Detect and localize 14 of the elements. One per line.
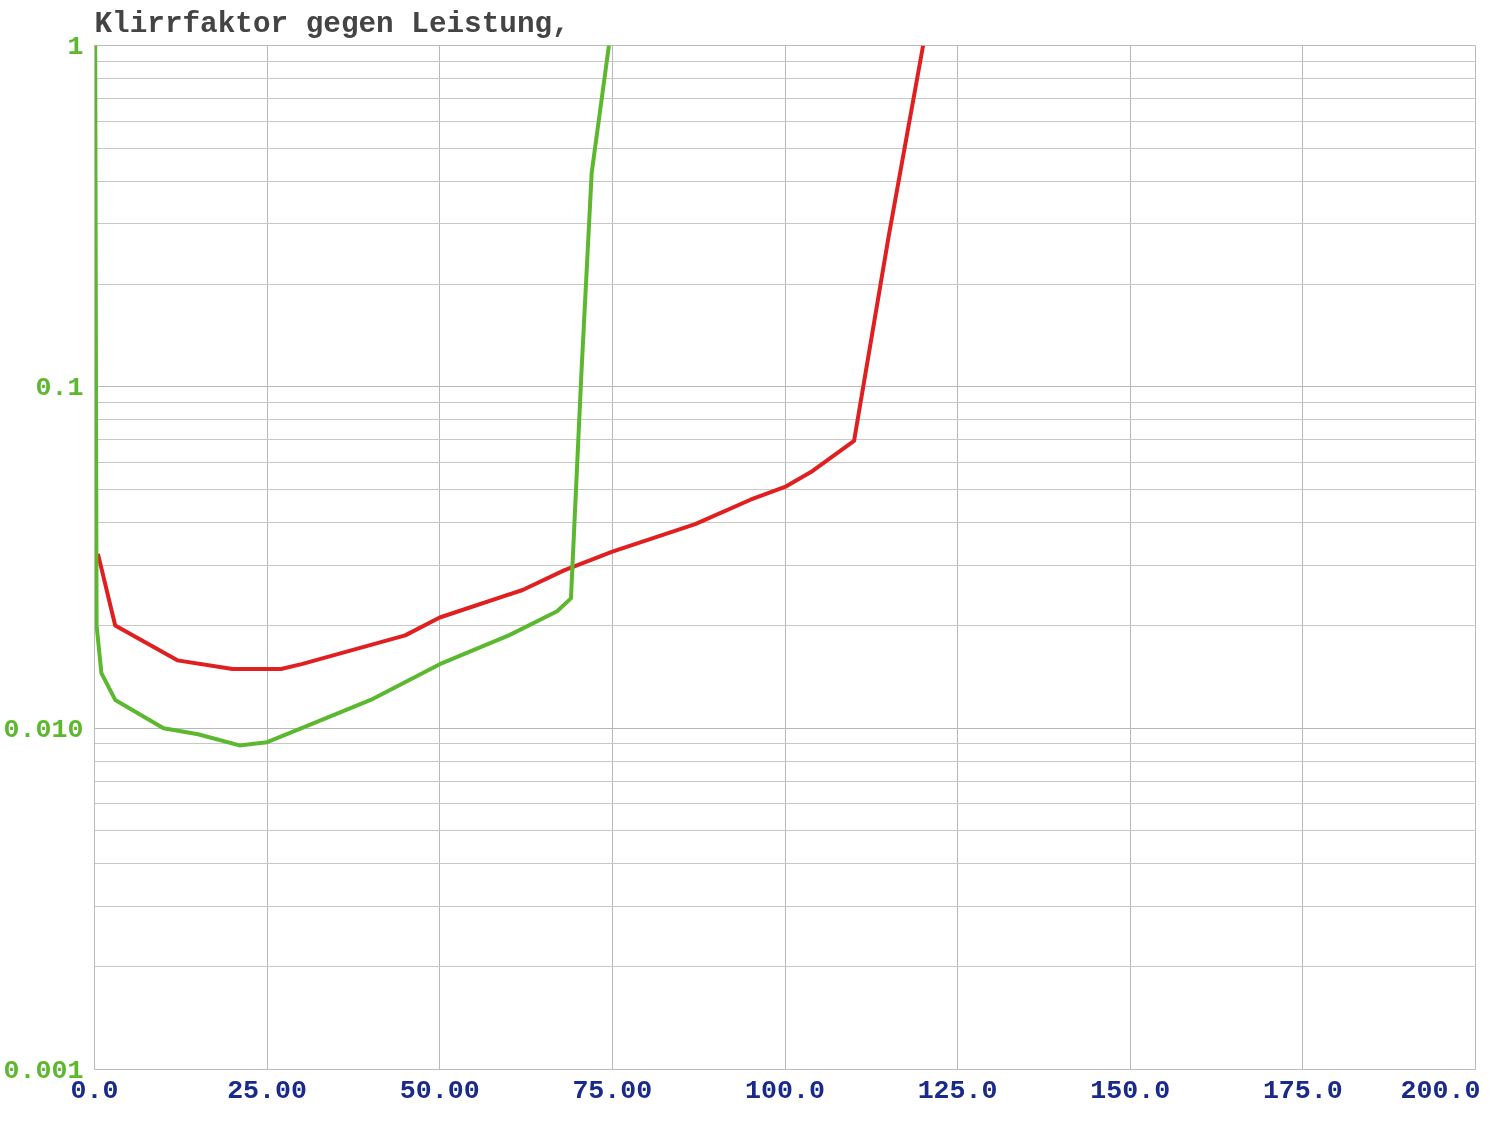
x-tick-label: 50.00 <box>399 1075 480 1106</box>
chart-title: Klirrfaktor gegen Leistung, <box>94 7 570 41</box>
x-tick-label: 100.0 <box>745 1075 825 1106</box>
x-tick-label: 175.0 <box>1262 1075 1343 1106</box>
x-tick-label: 200.0 <box>1400 1075 1481 1106</box>
line-series <box>95 45 926 672</box>
y-tick-label: 0.010 <box>3 714 84 745</box>
y-tick-label: 0.1 <box>35 373 84 404</box>
x-tick-label: 125.0 <box>917 1075 998 1106</box>
x-tick-label: 75.00 <box>572 1075 653 1106</box>
x-tick-label: 25.00 <box>227 1075 308 1106</box>
line-series <box>94 45 611 748</box>
y-tick-label: 1 <box>67 32 84 62</box>
x-tick-label: 150.0 <box>1090 1075 1171 1106</box>
